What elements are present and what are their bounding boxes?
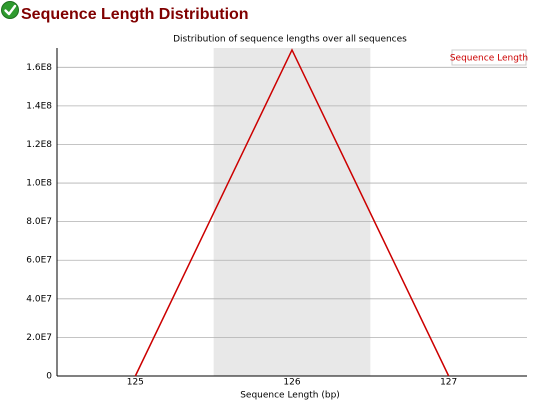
- y-tick-label: 6.0E7: [26, 256, 52, 266]
- x-tick-label: 125: [127, 378, 144, 388]
- x-tick-label: 127: [440, 378, 457, 388]
- x-tick-label: 126: [283, 378, 300, 388]
- y-tick-label: 1.0E8: [26, 179, 52, 189]
- y-tick-label: 1.4E8: [26, 101, 52, 111]
- data-line: [134, 48, 450, 377]
- y-tick-label: 2.0E7: [26, 333, 52, 343]
- page-title: Sequence Length Distribution: [21, 6, 249, 23]
- legend-label: Sequence Length: [450, 54, 528, 64]
- chart-subtitle: Distribution of sequence lengths over al…: [173, 35, 407, 45]
- y-tick-label: 1.6E8: [26, 63, 52, 73]
- category-band: [213, 48, 371, 376]
- pass-icon: [1, 1, 19, 19]
- x-axis-label: Sequence Length (bp): [240, 391, 340, 401]
- y-tick-label: 1.2E8: [26, 140, 52, 150]
- legend-box: [451, 49, 527, 66]
- y-tick-label: 4.0E7: [26, 294, 52, 304]
- y-tick-label: 8.0E7: [26, 217, 52, 227]
- y-tick-label: 0: [46, 372, 52, 382]
